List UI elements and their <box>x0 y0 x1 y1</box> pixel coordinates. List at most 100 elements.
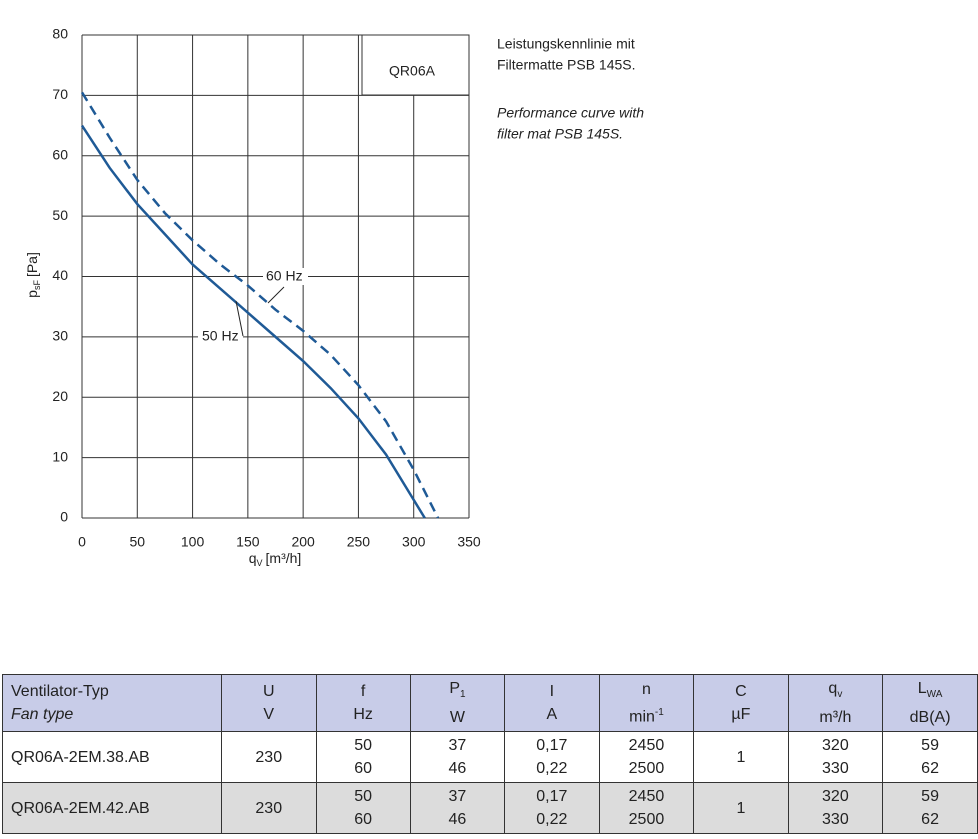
leader <box>235 300 244 337</box>
ylabel-sub: sF <box>32 280 42 291</box>
cell-line: 2500 <box>628 811 665 829</box>
cell-line: 330 <box>822 760 849 778</box>
unit: V <box>263 706 275 724</box>
header-cell: f Hz <box>315 673 411 733</box>
header-cell: LWA dB(A) <box>882 673 978 733</box>
series-line <box>80 91 440 519</box>
symbol: n <box>642 680 651 698</box>
symbol: P <box>449 680 460 697</box>
symbol-sub: 1 <box>459 689 466 701</box>
cell-line: 2500 <box>628 760 665 778</box>
cell: 50 60 <box>315 782 411 835</box>
y-tick-label: 20 <box>52 388 68 404</box>
annotation-box <box>361 34 470 96</box>
leader <box>267 286 285 304</box>
x-tick-label: 300 <box>402 534 426 550</box>
cell-line: 62 <box>921 760 939 778</box>
y-axis-label: psF [Pa] <box>24 252 43 298</box>
cell: 2450 2500 <box>598 782 695 835</box>
xlabel-main: q <box>249 550 257 566</box>
cell: 1 <box>693 782 789 835</box>
cell-line: 37 <box>448 788 467 806</box>
header-cell: qv m³/h <box>787 673 884 733</box>
x-tick-label: 250 <box>347 534 371 550</box>
symbol-sub: WA <box>926 689 943 701</box>
cell-text: 230 <box>255 799 283 817</box>
note-en: filter mat PSB 145S. <box>497 126 623 142</box>
cell-line: 320 <box>822 737 849 755</box>
cell: 59 62 <box>882 731 978 784</box>
x-axis-label: qV [m³/h] <box>249 550 302 569</box>
cell-text: 1 <box>736 799 746 817</box>
data-row: QR06A-2EM.38.AB 230 50 60 37 46 0,17 0,22 2450 25… <box>1 731 978 784</box>
data-row: QR06A-2EM.42.AB 230 50 60 37 46 0,17 0,22 2450 25… <box>1 782 978 835</box>
cell: 320 330 <box>787 782 884 835</box>
y-tick-label: 10 <box>52 448 68 464</box>
cell-line: 46 <box>448 811 467 829</box>
xlabel-sub: V <box>257 558 263 568</box>
symbol: L <box>917 680 927 697</box>
y-tick-label: 60 <box>52 146 68 162</box>
xlabel-unit: [m³/h] <box>266 550 302 566</box>
cell-line: 2450 <box>628 788 665 806</box>
ylabel-main: p <box>24 290 40 298</box>
series-label: 60 Hz <box>266 268 303 284</box>
symbol-sub: v <box>837 689 843 701</box>
y-tick-label: 0 <box>60 509 68 525</box>
cell-line: 50 <box>354 737 373 755</box>
cell-line: 50 <box>354 788 373 806</box>
cell-line: 0,17 <box>536 788 568 806</box>
x-tick-label: 0 <box>78 534 86 550</box>
unit: W <box>449 709 465 727</box>
cell: 37 46 <box>409 731 506 784</box>
annotation: QR06A <box>389 63 436 79</box>
cell: 37 46 <box>409 782 506 835</box>
cell-line: 60 <box>354 760 373 778</box>
cell-line: 320 <box>822 788 849 806</box>
cell-line: 46 <box>448 760 467 778</box>
unit: min <box>629 708 655 726</box>
unit: dB(A) <box>909 709 951 727</box>
cell: QR06A-2EM.42.AB <box>1 782 223 835</box>
symbol: q <box>828 680 838 697</box>
symbol: I <box>549 683 555 701</box>
unit: A <box>546 706 558 724</box>
x-tick-label: 200 <box>291 534 315 550</box>
symbol: C <box>735 683 747 701</box>
unit: Fan type <box>11 706 74 724</box>
unit-sup: -1 <box>654 706 664 718</box>
cell-line: 0,22 <box>536 811 568 829</box>
cell: 230 <box>221 782 317 835</box>
cell-text: 1 <box>736 748 746 766</box>
chart: 0 10 20 30 40 50 60 70 80 0 50 100 150 200 250 300 350 QR… <box>24 26 645 569</box>
cell-line: 330 <box>822 811 849 829</box>
label-bg <box>263 268 308 285</box>
y-tick-label: 30 <box>52 328 68 344</box>
header-cell: Ventilator-Typ Fan type <box>1 673 223 733</box>
unit: Hz <box>353 706 373 724</box>
cell-line: 59 <box>921 737 939 755</box>
cell: 1 <box>693 731 789 784</box>
cell: 320 330 <box>787 731 884 784</box>
cell-line: 59 <box>921 788 939 806</box>
cell-line: 0,22 <box>536 760 568 778</box>
cell-line: 37 <box>448 737 467 755</box>
cell-text: QR06A-2EM.38.AB <box>11 748 150 766</box>
cell: 50 60 <box>315 731 411 784</box>
header-cell: P1 W <box>409 673 506 733</box>
ylabel-unit: [Pa] <box>24 252 40 277</box>
cell-line: 0,17 <box>536 737 568 755</box>
cell: 2450 2500 <box>598 731 695 784</box>
cell: 59 62 <box>882 782 978 835</box>
cell-text: QR06A-2EM.42.AB <box>11 799 150 817</box>
cell: 230 <box>221 731 317 784</box>
y-tick-label: 40 <box>52 267 68 283</box>
x-tick-label: 150 <box>236 534 260 550</box>
header-cell: n min-1 <box>598 673 695 733</box>
symbol: U <box>262 683 275 701</box>
cell: QR06A-2EM.38.AB <box>1 731 223 784</box>
